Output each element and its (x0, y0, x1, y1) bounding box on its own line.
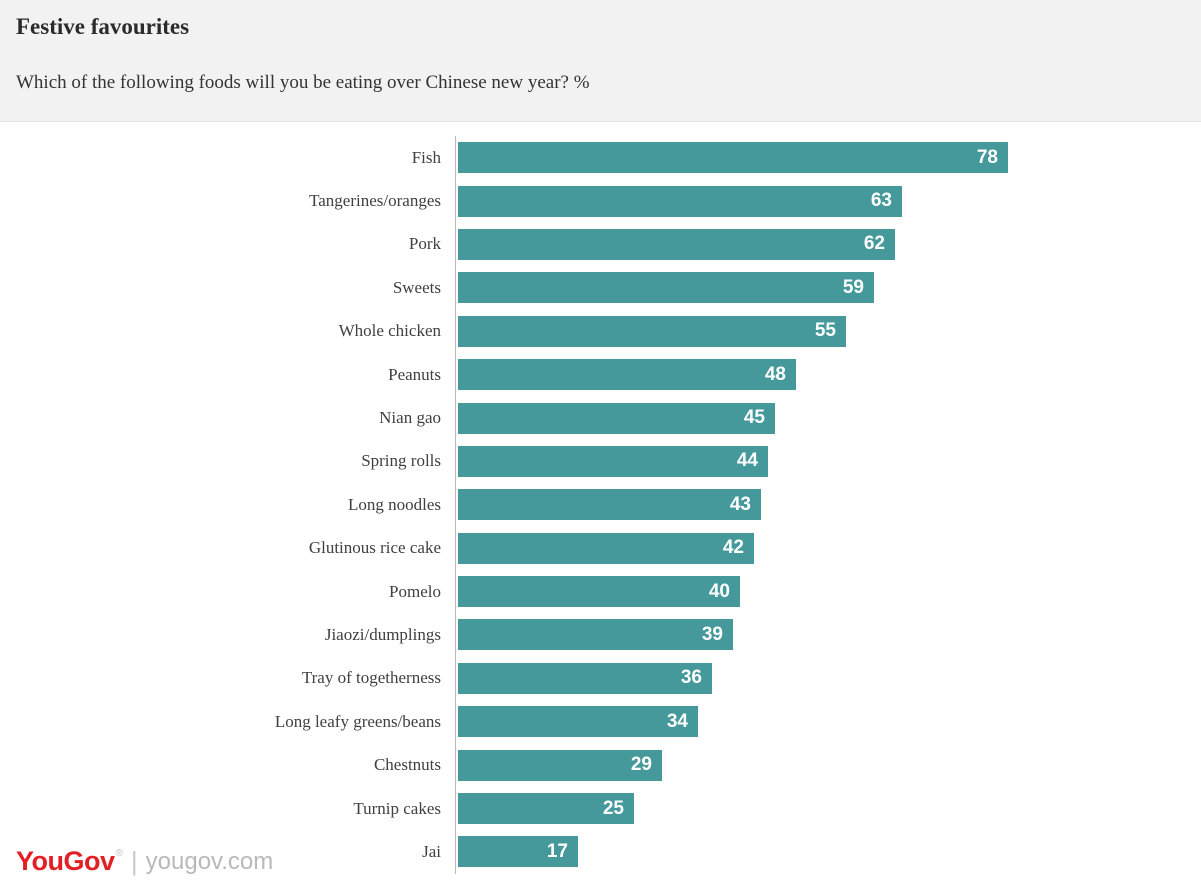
bar: 78 (458, 142, 1008, 174)
category-label: Tangerines/oranges (309, 191, 441, 211)
bar-row: Glutinous rice cake 42 (0, 526, 1201, 570)
bar-row: Tray of togetherness 36 (0, 656, 1201, 701)
category-label: Tray of togetherness (301, 668, 441, 688)
category-label: Jai (422, 841, 441, 861)
bar-cell: 39 (455, 613, 1201, 657)
category-label: Spring rolls (361, 451, 441, 471)
category-label: Fish (411, 147, 441, 167)
bar-cell: 29 (455, 743, 1201, 787)
bar-cell: 59 (455, 266, 1201, 310)
bar: 39 (458, 619, 733, 651)
bar: 29 (458, 749, 662, 781)
bar-cell: 42 (455, 526, 1201, 570)
bar-cell: 45 (455, 396, 1201, 440)
category-label: Peanuts (388, 364, 441, 384)
category-label: Glutinous rice cake (308, 538, 441, 558)
bar: 40 (458, 576, 740, 608)
bar: 59 (458, 272, 874, 304)
bar: 43 (458, 489, 761, 521)
chart-title: Festive favourites (16, 14, 190, 39)
category-label: Jiaozi/dumplings (324, 624, 441, 644)
yougov-logo-text: YouGov (16, 846, 115, 876)
category-label: Long noodles (347, 494, 441, 514)
bar-row: Peanuts 48 (0, 352, 1201, 397)
category-label: Long leafy greens/beans (274, 711, 441, 731)
category-label: Pomelo (389, 581, 441, 601)
bar-cell: 44 (455, 439, 1201, 484)
yougov-domain-text: yougov.com (145, 847, 274, 875)
category-label: Nian gao (379, 408, 441, 428)
bar-row: Jiaozi/dumplings 39 (0, 613, 1201, 657)
bar-value-label: 34 (666, 710, 688, 732)
bar-row: Pork 62 (0, 222, 1201, 267)
bar-row: Whole chicken 55 (0, 309, 1201, 353)
bar: 44 (458, 445, 768, 477)
bar-value-label: 17 (546, 840, 568, 862)
bar-rows: Fish 78 Tangerines/oranges 63 Pork 62 Sweets 59… (0, 136, 1201, 874)
bar-cell: 48 (455, 352, 1201, 397)
bar-cell: 78 (455, 136, 1201, 180)
bar-cell: 25 (455, 786, 1201, 831)
bar-cell: 36 (455, 656, 1201, 701)
bar-cell: 40 (455, 569, 1201, 614)
bar-value-label: 42 (722, 537, 744, 559)
bar-value-label: 55 (814, 320, 836, 342)
bar: 42 (458, 532, 754, 564)
category-label: Chestnuts (373, 755, 441, 775)
bar-cell: 34 (455, 700, 1201, 744)
logo-separator: | (130, 846, 138, 876)
chart-header: Festive favourites Which of the followin… (0, 0, 1201, 122)
bar-row: Jai 17 (0, 830, 1201, 874)
chart-subtitle: Which of the following foods will you be… (16, 72, 590, 93)
bar-value-label: 25 (602, 797, 624, 819)
bar-row: Chestnuts 29 (0, 743, 1201, 787)
bar: 62 (458, 228, 895, 260)
bar: 25 (458, 793, 634, 825)
registered-mark-icon: ® (115, 848, 123, 859)
category-label: Pork (408, 234, 441, 254)
bar: 55 (458, 315, 846, 347)
bar-cell: 63 (455, 179, 1201, 223)
bar-value-label: 36 (680, 667, 702, 689)
bar-row: Turnip cakes 25 (0, 786, 1201, 831)
bar-value-label: 39 (701, 623, 723, 645)
bar-value-label: 48 (764, 363, 786, 385)
bar-cell: 17 (455, 830, 1201, 874)
bar-row: Spring rolls 44 (0, 439, 1201, 484)
bar-row: Long noodles 43 (0, 483, 1201, 527)
bar-value-label: 45 (743, 407, 765, 429)
bar-value-label: 43 (729, 493, 751, 515)
bar-row: Fish 78 (0, 136, 1201, 180)
bar: 45 (458, 402, 775, 434)
yougov-logo: YouGov ® | yougov.com (16, 846, 273, 877)
bar-chart: Fish 78 Tangerines/oranges 63 Pork 62 Sweets 59… (0, 122, 1201, 891)
bar-row: Tangerines/oranges 63 (0, 179, 1201, 223)
bar-value-label: 63 (870, 190, 892, 212)
bar-cell: 43 (455, 483, 1201, 527)
bar-value-label: 29 (630, 754, 652, 776)
bar: 48 (458, 359, 796, 391)
bar: 36 (458, 662, 712, 694)
bar-cell: 62 (455, 222, 1201, 267)
bar: 34 (458, 706, 698, 738)
bar: 17 (458, 836, 578, 868)
bar-value-label: 44 (736, 450, 758, 472)
bar-row: Nian gao 45 (0, 396, 1201, 440)
bar-value-label: 78 (976, 146, 998, 168)
bar-row: Long leafy greens/beans 34 (0, 700, 1201, 744)
bar-row: Sweets 59 (0, 266, 1201, 310)
bar-value-label: 40 (708, 580, 730, 602)
bar-value-label: 62 (863, 233, 885, 255)
category-label: Turnip cakes (353, 798, 441, 818)
bar-row: Pomelo 40 (0, 569, 1201, 614)
bar-cell: 55 (455, 309, 1201, 353)
bar: 63 (458, 185, 902, 217)
category-label: Whole chicken (338, 321, 441, 341)
bar-value-label: 59 (842, 276, 864, 298)
category-label: Sweets (392, 277, 441, 297)
